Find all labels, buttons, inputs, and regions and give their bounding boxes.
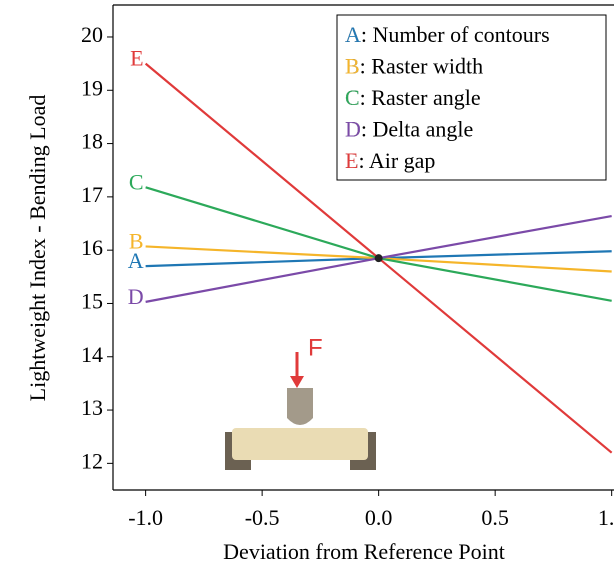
y-tick-label: 18 [81,129,103,154]
legend-entry: E: Air gap [345,148,435,173]
legend-box [336,14,607,181]
line-label: C [129,169,144,194]
y-tick-label: 12 [81,448,103,473]
legend-letter: E [345,148,358,173]
line-label: D [128,284,144,309]
legend-entry: B: Raster width [345,54,483,79]
legend-letter: B [345,54,360,79]
x-tick-label: -0.5 [245,505,280,530]
line-label: B [129,228,144,253]
y-axis-label: Lightweight Index - Bending Load [25,95,50,402]
y-tick-label: 20 [81,22,103,47]
y-tick-label: 19 [81,75,103,100]
legend-letter: D [345,117,361,142]
y-tick-label: 15 [81,289,103,314]
y-tick-label: 14 [81,342,103,367]
x-tick-label: -1.0 [128,505,163,530]
legend-entry: C: Raster angle [345,85,481,110]
line-label: A [128,248,144,273]
x-tick-label: 0.5 [481,505,509,530]
center-point [374,254,383,263]
legend-entry: D: Delta angle [345,117,473,142]
force-label: F [308,334,323,361]
force-arrow-head [290,376,304,388]
y-tick-label: 17 [81,182,103,207]
line-label: E [130,46,143,71]
x-tick-label: 0.0 [365,505,393,530]
legend-letter: C [345,85,360,110]
indenter [287,388,313,425]
y-tick-label: 16 [81,235,103,260]
legend-entry: A: Number of contours [345,22,550,47]
series-line [145,186,612,302]
inset-photo: F [225,334,376,470]
y-tick-label: 13 [81,395,103,420]
x-tick-label: 1.0 [598,505,614,530]
x-axis-label: Deviation from Reference Point [223,539,505,564]
legend-letter: A [345,22,361,47]
specimen [232,428,368,460]
